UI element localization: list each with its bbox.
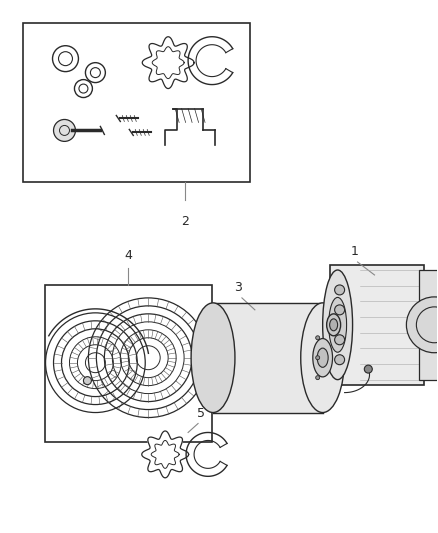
Polygon shape (213, 303, 323, 413)
Ellipse shape (317, 348, 328, 367)
Ellipse shape (191, 303, 235, 413)
Ellipse shape (328, 297, 346, 352)
Circle shape (335, 335, 345, 345)
Circle shape (335, 285, 345, 295)
Text: 1: 1 (351, 245, 359, 258)
Text: 2: 2 (181, 215, 189, 228)
Text: 3: 3 (234, 281, 242, 294)
Circle shape (316, 336, 320, 340)
Circle shape (364, 365, 372, 373)
Bar (419, 270, 438, 305)
Circle shape (335, 355, 345, 365)
Text: 5: 5 (197, 407, 205, 419)
Text: 4: 4 (124, 249, 132, 262)
Ellipse shape (323, 270, 353, 379)
Ellipse shape (330, 319, 338, 331)
Ellipse shape (327, 314, 341, 336)
Bar (330, 265, 424, 385)
Circle shape (335, 305, 345, 315)
Circle shape (316, 356, 320, 360)
Ellipse shape (301, 303, 345, 413)
Circle shape (83, 377, 92, 385)
Polygon shape (142, 431, 189, 478)
Circle shape (53, 119, 75, 141)
Bar (419, 345, 438, 379)
Circle shape (316, 376, 320, 379)
Ellipse shape (313, 338, 332, 377)
Bar (23, 23, 250, 182)
Circle shape (406, 297, 438, 353)
Bar (45, 285, 212, 442)
